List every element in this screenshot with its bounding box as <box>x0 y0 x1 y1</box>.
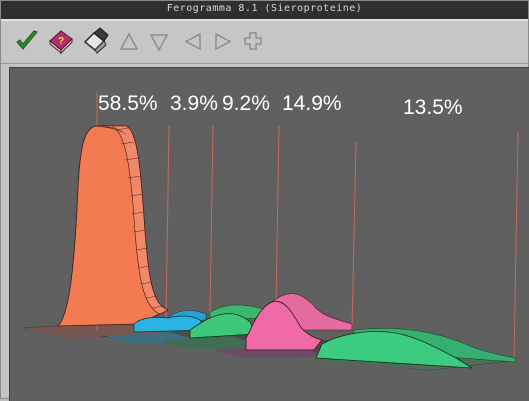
move-up-button[interactable] <box>115 27 143 55</box>
move-left-button[interactable] <box>179 27 207 55</box>
confirm-button[interactable] <box>13 27 41 55</box>
separator-line <box>351 141 357 331</box>
title-bar: Ferogramma 8.1 (Sieroproteine) <box>1 1 528 21</box>
floor-strip <box>160 336 268 350</box>
fraction-label: 14.9% <box>282 92 342 115</box>
fraction-label: 9.2% <box>222 92 270 115</box>
help-book-icon: ? <box>49 30 73 55</box>
albumin-peak <box>57 125 170 327</box>
fraction-label: 13.5% <box>403 96 463 119</box>
gamma-wave <box>315 331 473 369</box>
toolbar: ? <box>1 21 528 64</box>
triangle-up-icon <box>119 32 139 50</box>
separator-line <box>513 131 519 361</box>
separator-line <box>165 125 170 319</box>
plus-icon <box>244 32 262 50</box>
triangle-left-icon <box>184 32 201 51</box>
separator-line <box>209 125 214 315</box>
fraction-label: 3.9% <box>170 92 218 115</box>
triangle-right-icon <box>215 32 232 51</box>
beta-wave <box>245 300 323 351</box>
alpha2-wave <box>189 313 257 339</box>
help-button[interactable]: ? <box>47 27 75 55</box>
svg-text:?: ? <box>58 36 64 47</box>
chart-svg: 58.5% 3.9% 9.2% 14.9% 13.5% <box>23 92 519 371</box>
separator-line <box>275 125 280 305</box>
electrophoresis-chart[interactable]: 58.5% 3.9% 9.2% 14.9% 13.5% <box>9 67 529 401</box>
add-button[interactable] <box>239 27 267 55</box>
triangle-down-icon <box>149 34 169 52</box>
fraction-label: 58.5% <box>98 92 158 115</box>
checkmark-icon <box>16 30 38 50</box>
alpha1-wave <box>133 315 207 333</box>
eraser-button[interactable] <box>81 27 109 55</box>
move-right-button[interactable] <box>209 27 237 55</box>
eraser-icon <box>83 27 109 54</box>
move-down-button[interactable] <box>145 27 173 55</box>
window-title: Ferogramma 8.1 (Sieroproteine) <box>166 3 363 14</box>
